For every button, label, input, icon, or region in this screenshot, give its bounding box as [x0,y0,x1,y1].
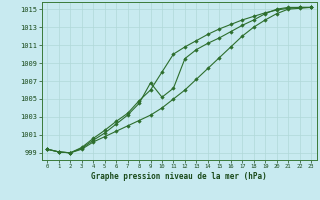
X-axis label: Graphe pression niveau de la mer (hPa): Graphe pression niveau de la mer (hPa) [91,172,267,181]
